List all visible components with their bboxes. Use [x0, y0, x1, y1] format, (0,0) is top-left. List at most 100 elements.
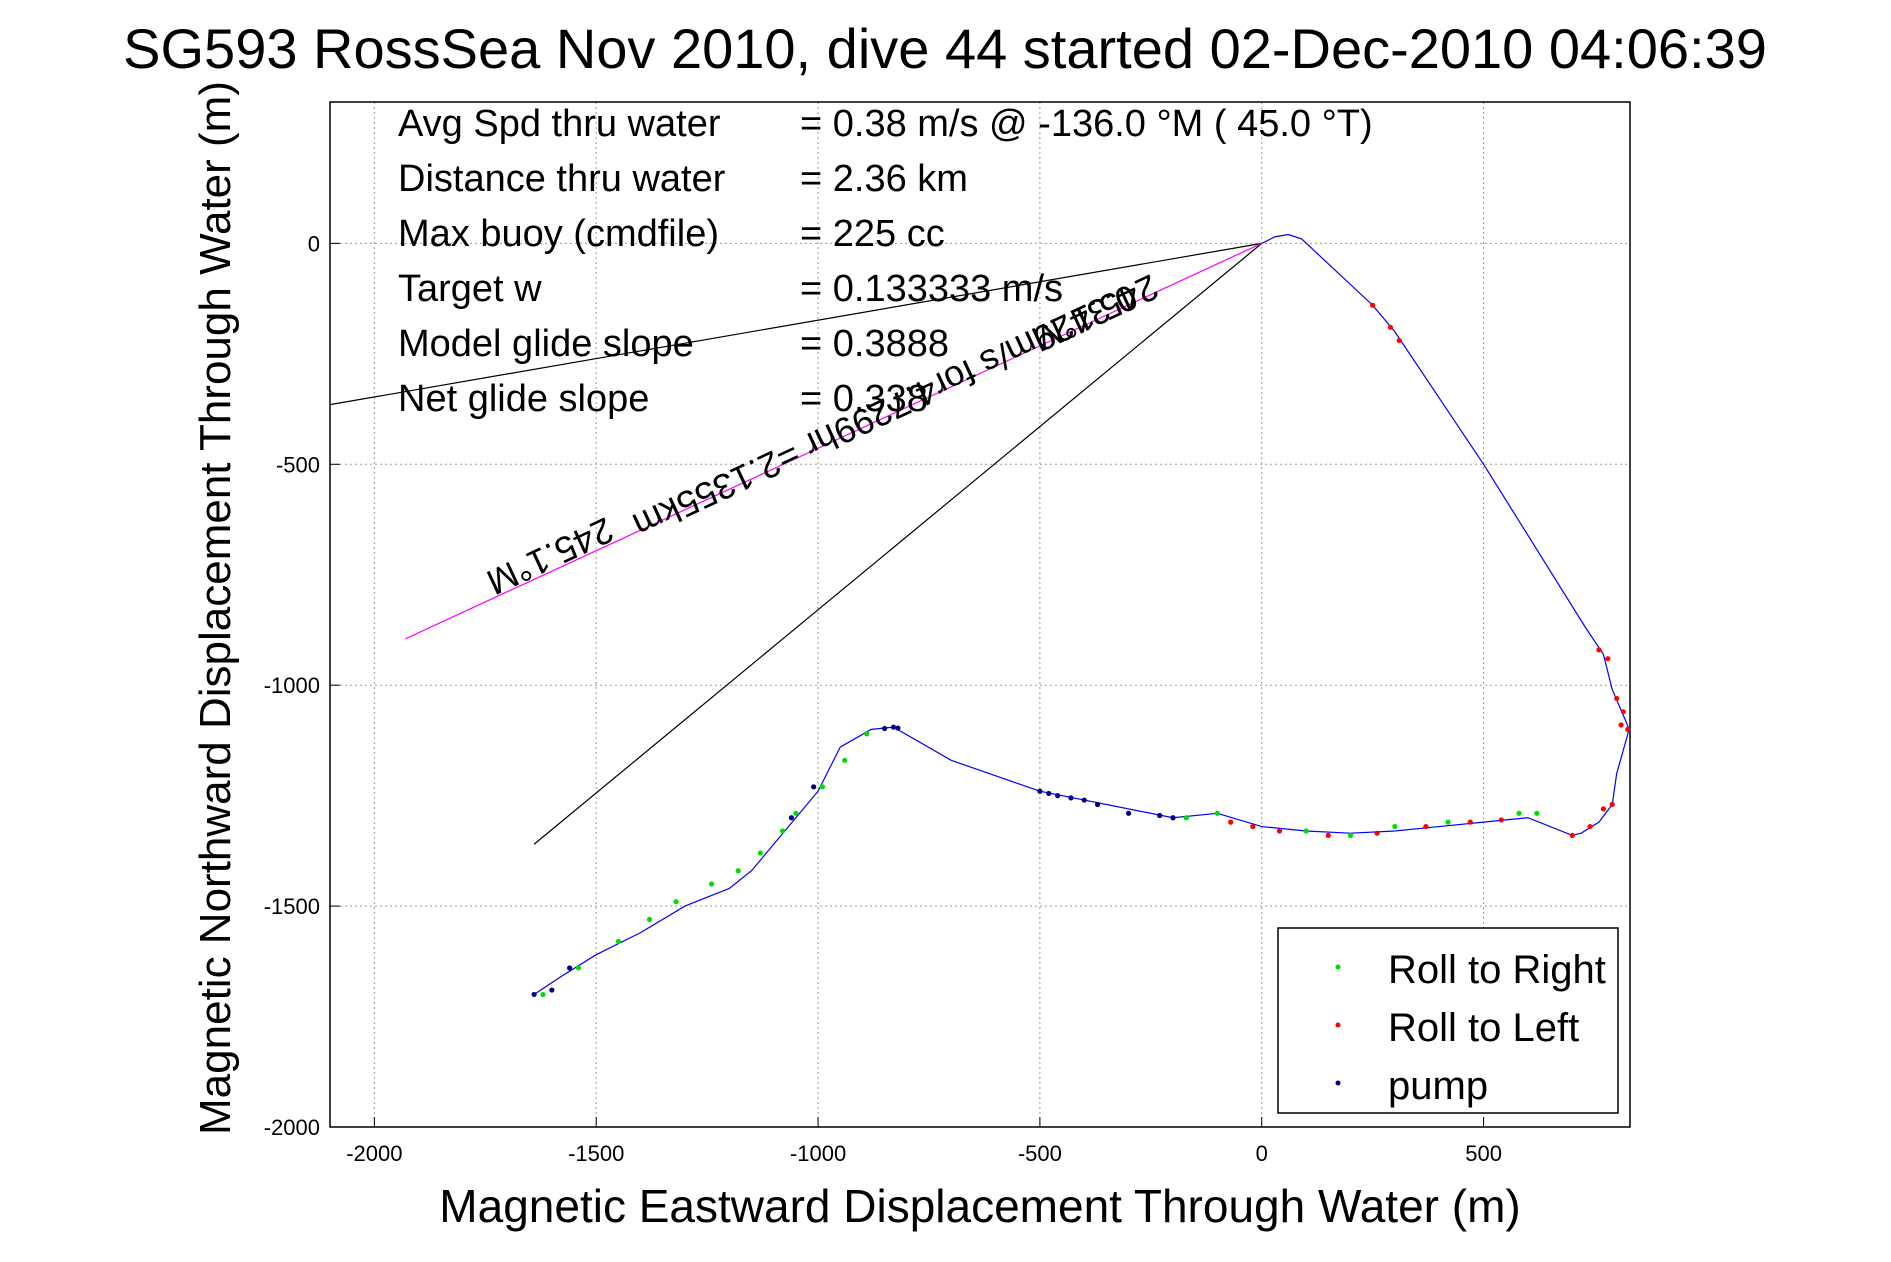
x-tick-label: -1000: [790, 1141, 846, 1166]
legend-label-pump: pump: [1388, 1064, 1488, 1108]
roll-left-marker: [1374, 830, 1380, 836]
y-tick-label: -2000: [264, 1115, 320, 1140]
stat-label: Max buoy (cmdfile): [398, 213, 719, 255]
y-tick-label: -500: [276, 452, 320, 477]
roll-left-marker: [1228, 819, 1234, 825]
stat-value: = 225 cc: [800, 213, 945, 255]
roll-left-marker: [1596, 647, 1602, 653]
pump-marker: [1037, 788, 1043, 794]
legend-marker-roll-left: [1335, 1022, 1341, 1028]
x-tick-label: -500: [1018, 1141, 1062, 1166]
dive-stats: Avg Spd thru water = 0.38 m/s @ -136.0 °M…: [398, 103, 1373, 420]
roll-right-marker: [1303, 828, 1309, 834]
x-tick-label: -2000: [346, 1141, 402, 1166]
pump-marker: [811, 784, 817, 790]
x-tick-label: 500: [1465, 1141, 1502, 1166]
x-axis-label: Magnetic Eastward Displacement Through W…: [439, 1180, 1520, 1232]
heading-annotation-lower: 245.1°M: [481, 509, 620, 603]
roll-right-marker: [735, 868, 741, 874]
stat-value: = 2.36 km: [800, 158, 968, 200]
roll-right-marker: [615, 938, 621, 945]
legend: Roll to Right Roll to Left pump: [1277, 927, 1619, 1114]
roll-right-marker: [819, 784, 826, 790]
stat-value: = 0.133333 m/s: [800, 268, 1063, 310]
stat-label: Net glide slope: [398, 378, 649, 420]
pump-marker: [1081, 797, 1087, 803]
axis-ticks: -2000 -1500 -1000 -500 0 500 0 -500 -1000 -1500 -2…: [264, 231, 1502, 1166]
roll-left-marker: [1325, 832, 1331, 839]
roll-left-marker: [1498, 817, 1504, 823]
roll-left-marker: [1276, 828, 1283, 834]
roll-right-marker: [708, 881, 715, 887]
reference-line: [405, 242, 1262, 640]
reference-line: [533, 242, 1263, 845]
roll-left-marker: [1569, 832, 1575, 839]
pump-marker: [549, 987, 555, 993]
roll-right-marker: [793, 810, 799, 816]
plot-frame: [329, 101, 1631, 1128]
pump-marker: [566, 965, 573, 971]
stat-label: Distance thru water: [398, 158, 726, 200]
roll-left-marker: [1250, 823, 1256, 830]
track-markers: [531, 302, 1631, 998]
pump-marker: [1046, 790, 1052, 797]
roll-right-marker: [540, 991, 546, 998]
y-tick-label: -1000: [264, 673, 320, 698]
roll-left-marker: [1625, 726, 1631, 732]
pump-marker: [1055, 793, 1061, 799]
roll-left-marker: [1387, 324, 1394, 330]
x-tick-label: 0: [1256, 1141, 1268, 1166]
roll-right-marker: [1445, 819, 1451, 825]
pump-marker: [895, 725, 901, 731]
roll-right-marker: [575, 965, 582, 971]
roll-left-marker: [1605, 656, 1611, 662]
chart-title: SG593 RossSea Nov 2010, dive 44 started …: [123, 17, 1767, 80]
reference-lines: [329, 242, 1263, 845]
stat-value: = 0.338: [800, 378, 928, 420]
y-tick-label: 0: [308, 231, 320, 256]
roll-left-marker: [1618, 722, 1624, 728]
roll-left-marker: [1467, 819, 1473, 825]
roll-left-marker: [1587, 823, 1593, 830]
roll-right-marker: [842, 757, 848, 763]
roll-left-marker: [1396, 337, 1402, 344]
legend-label-roll-right: Roll to Right: [1388, 948, 1606, 992]
roll-right-marker: [864, 731, 870, 737]
roll-right-marker: [646, 916, 653, 922]
stat-value: = 0.3888: [800, 323, 949, 365]
legend-label-roll-left: Roll to Left: [1388, 1006, 1579, 1050]
roll-left-marker: [1614, 695, 1620, 702]
roll-right-marker: [1183, 815, 1189, 821]
track-line: [533, 233, 1630, 995]
stat-label: Target w: [398, 268, 542, 310]
legend-marker-roll-right: [1335, 964, 1341, 970]
legend-box: [1277, 927, 1619, 1114]
pump-marker: [1157, 812, 1163, 819]
roll-right-marker: [757, 850, 763, 856]
roll-right-marker: [1534, 810, 1540, 816]
y-axis-label: Magnetic Northward Displacement Through …: [191, 81, 240, 1135]
pump-marker: [1126, 810, 1132, 816]
stat-label: Avg Spd thru water: [398, 103, 721, 145]
roll-right-marker: [673, 899, 679, 905]
pump-marker: [882, 725, 888, 732]
reference-line: [329, 242, 1262, 406]
roll-right-marker: [1392, 823, 1398, 830]
stat-label: Model glide slope: [398, 323, 694, 365]
pump-marker: [1068, 795, 1074, 801]
pump-marker: [1094, 801, 1101, 808]
y-tick-label: -1500: [264, 894, 320, 919]
x-tick-label: -1500: [568, 1141, 624, 1166]
roll-left-marker: [1609, 801, 1615, 808]
roll-right-marker: [1516, 810, 1522, 816]
roll-right-marker: [1214, 810, 1220, 816]
roll-right-marker: [779, 828, 786, 834]
pump-marker: [890, 724, 897, 730]
roll-left-marker: [1600, 806, 1606, 812]
roll-left-marker: [1370, 302, 1376, 308]
dive-track: [533, 233, 1630, 995]
roll-right-marker: [1347, 832, 1354, 839]
pump-marker: [1170, 815, 1176, 821]
legend-marker-pump: [1335, 1080, 1341, 1086]
